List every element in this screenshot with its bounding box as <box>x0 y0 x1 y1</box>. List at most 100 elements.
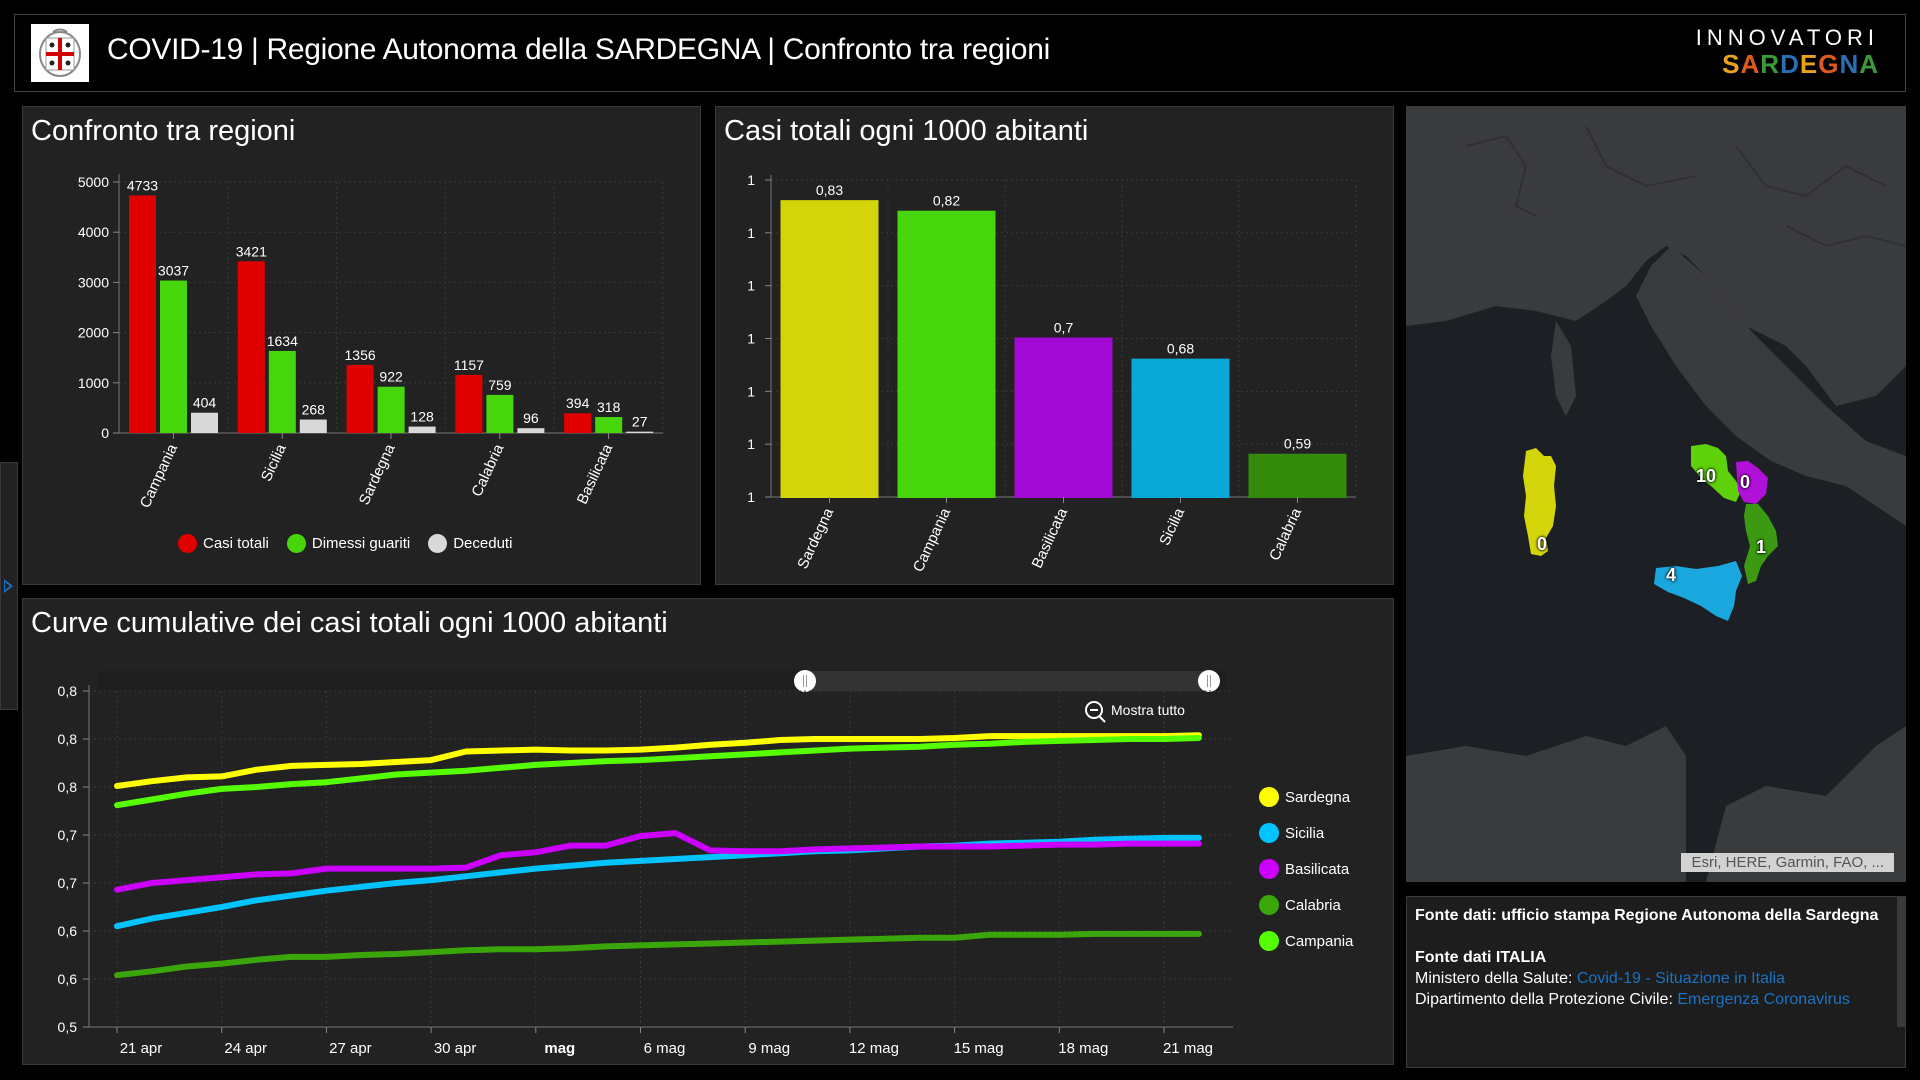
bar-value-label: 27 <box>632 414 648 430</box>
y-tick-label: 0,6 <box>58 923 78 939</box>
brand-bottom-text: SARDEGNA <box>1696 49 1879 80</box>
bar-value-label: 0,7 <box>1054 320 1074 336</box>
y-tick-label: 0,8 <box>58 779 78 795</box>
range-slider-selection <box>805 671 1211 691</box>
x-tick-label: 12 mag <box>849 1040 899 1057</box>
zoom-out-icon-handle <box>1098 715 1106 723</box>
x-category-label: Sardegna <box>794 505 837 572</box>
brand-top-text: INNOVATORI <box>1695 25 1879 50</box>
legend-swatch <box>1259 859 1279 879</box>
brand-letter: N <box>1839 49 1860 79</box>
bar-value-label: 922 <box>379 369 403 385</box>
x-tick-label: 6 mag <box>644 1040 686 1057</box>
legend-item[interactable]: Campania <box>1259 923 1353 959</box>
panel-title: Curve cumulative dei casi totali ogni 10… <box>31 607 668 639</box>
chevron-right-icon <box>4 579 13 593</box>
map-view[interactable]: 0 10 0 1 4 Esri, HERE, Garmin, FAO, ... <box>1406 106 1906 882</box>
legend-label: Dimessi guariti <box>311 535 411 552</box>
x-tick-label: 21 mag <box>1163 1040 1213 1057</box>
brand-letter: D <box>1780 49 1800 79</box>
bar-value-label: 0,83 <box>816 182 843 198</box>
map-label-sicilia[interactable]: 4 <box>1666 565 1677 585</box>
brand-letter: S <box>1722 49 1741 79</box>
ministero-line: Ministero della Salute: Covid-19 - Situa… <box>1415 968 1897 989</box>
legend-item[interactable]: Basilicata <box>1259 851 1353 887</box>
x-category-label: Sicilia <box>1156 505 1188 548</box>
bar-value-label: 96 <box>523 410 539 426</box>
legend-swatch <box>1259 787 1279 807</box>
x-tick-label: mag <box>544 1040 575 1057</box>
bar-casi-totali <box>129 195 156 433</box>
page-title: COVID-19 | Regione Autonoma della SARDEG… <box>107 33 1050 66</box>
protezione-link[interactable]: Emergenza Coronavirus <box>1677 991 1850 1008</box>
y-tick-label: 0,5 <box>58 1019 78 1035</box>
map-label-basilicata[interactable]: 0 <box>1740 472 1751 492</box>
show-all-button[interactable]: Mostra tutto <box>1085 701 1185 723</box>
brand-letter: A <box>1740 49 1761 79</box>
side-panel-toggle[interactable] <box>0 462 18 710</box>
map-canvas <box>1406 106 1906 882</box>
casi-1000-bar-chart: 1 1 1 1 1 1 1 0,83 Sardegna 0,82 Campania 0,7 Basili… <box>747 172 1357 575</box>
legend-swatch <box>1259 931 1279 951</box>
legend-item[interactable]: Calabria <box>1259 887 1353 923</box>
legend-item[interactable]: Sardegna <box>1259 779 1353 815</box>
map-label-campania[interactable]: 10 <box>1696 466 1717 486</box>
legend-swatch <box>286 534 306 553</box>
x-category-label: Campania <box>910 505 955 575</box>
legend-label: Deceduti <box>453 535 513 552</box>
x-tick-label: 15 mag <box>954 1040 1004 1057</box>
x-tick-label: 21 apr <box>120 1040 163 1057</box>
info-scrollbar[interactable] <box>1897 897 1905 1027</box>
ministero-label: Ministero della Salute: <box>1415 970 1577 987</box>
panel-curve-cumulative: Curve cumulative dei casi totali ogni 10… <box>22 598 1394 1065</box>
protezione-line: Dipartimento della Protezione Civile: Em… <box>1415 989 1897 1010</box>
bar-value-label: 1157 <box>454 357 484 373</box>
map-region-sicilia <box>1654 561 1742 621</box>
y-tick-label: 1 <box>747 331 755 347</box>
source-italia-title: Fonte dati ITALIA <box>1415 949 1547 966</box>
y-tick-label: 2000 <box>78 325 109 341</box>
range-slider-end-handle[interactable] <box>1198 670 1220 692</box>
bar-value-label: 3421 <box>236 243 267 259</box>
bar-casi-totali <box>564 413 592 433</box>
legend-label: Sardegna <box>1285 788 1351 806</box>
map-region-basilicata <box>1736 461 1768 504</box>
legend-swatch <box>178 534 197 553</box>
x-tick-label: 27 apr <box>329 1040 372 1057</box>
legend-item[interactable]: Deceduti <box>428 534 512 553</box>
ministero-link[interactable]: Covid-19 - Situazione in Italia <box>1576 970 1785 987</box>
y-tick-label: 0,8 <box>58 683 78 699</box>
bar-dimessi-guariti <box>486 394 514 433</box>
bar-value-label: 128 <box>410 409 434 425</box>
map-label-sardegna[interactable]: 0 <box>1537 534 1548 554</box>
bar-value-label: 394 <box>566 395 590 411</box>
bar-casi-totali <box>346 364 374 433</box>
x-category-label: Campania <box>137 441 182 511</box>
bar-value-label: 318 <box>597 399 621 415</box>
range-slider-start-handle[interactable] <box>794 670 816 692</box>
legend-item[interactable]: Sicilia <box>1259 815 1353 851</box>
panel-confronto-regioni: Confronto tra regioni 0 1000 2000 3000 4000 5… <box>22 106 701 585</box>
y-tick-label: 5000 <box>78 174 109 190</box>
x-tick-label: 9 mag <box>748 1040 790 1057</box>
x-category-label: Calabria <box>1266 505 1305 563</box>
map-label-calabria[interactable]: 1 <box>1756 537 1767 557</box>
innovatori-sardegna-logo: INNOVATORI SARDEGNA <box>1696 25 1879 80</box>
legend-item[interactable]: Dimessi guariti <box>286 534 411 553</box>
bar-dimessi-guariti <box>160 280 187 433</box>
bar-deceduti <box>517 428 545 433</box>
y-tick-label: 3000 <box>78 274 109 290</box>
map-region-campania <box>1691 444 1741 502</box>
brand-letter: R <box>1760 49 1781 79</box>
bar-dimessi-guariti <box>595 417 623 433</box>
bar-deceduti <box>191 412 218 433</box>
y-tick-label: 1000 <box>78 375 109 391</box>
legend-label: Sicilia <box>1285 824 1325 842</box>
bar-value-label: 4733 <box>127 177 158 193</box>
bar-casi-totali <box>455 374 483 433</box>
header-bar: COVID-19 | Regione Autonoma della SARDEG… <box>14 14 1906 92</box>
brand-letter: A <box>1859 49 1879 79</box>
legend-item[interactable]: Casi totali <box>178 534 269 553</box>
series-line-sardegna <box>114 732 1202 789</box>
map-attribution[interactable]: Esri, HERE, Garmin, FAO, ... <box>1681 853 1894 872</box>
